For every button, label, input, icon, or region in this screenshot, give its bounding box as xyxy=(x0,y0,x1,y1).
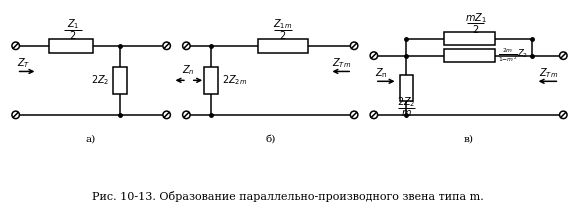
Circle shape xyxy=(370,52,377,59)
Text: $m$: $m$ xyxy=(401,108,412,118)
Bar xyxy=(258,39,308,53)
Bar xyxy=(444,32,495,45)
Text: $Z_n$: $Z_n$ xyxy=(182,64,195,77)
Circle shape xyxy=(163,42,170,50)
Text: $Z_T$: $Z_T$ xyxy=(17,57,30,70)
Text: $Z_{\text{п}}$: $Z_{\text{п}}$ xyxy=(375,66,388,80)
Circle shape xyxy=(12,111,20,119)
Text: $2Z_{2m}$: $2Z_{2m}$ xyxy=(222,73,247,87)
Text: $2$: $2$ xyxy=(279,29,287,41)
Text: б): б) xyxy=(265,135,275,144)
Text: $Z_{Tm}$: $Z_{Tm}$ xyxy=(539,66,559,80)
Bar xyxy=(113,66,127,94)
Text: $mZ_1$: $mZ_1$ xyxy=(464,11,486,25)
Text: $2$: $2$ xyxy=(472,23,479,34)
Text: $Z_{1m}$: $Z_{1m}$ xyxy=(273,18,293,32)
Bar xyxy=(49,39,93,53)
Text: в): в) xyxy=(463,135,474,144)
Text: $\frac{2m}{1{-}m^2}Z_2$: $\frac{2m}{1{-}m^2}Z_2$ xyxy=(498,47,529,64)
Text: а): а) xyxy=(85,135,96,144)
Bar xyxy=(444,49,495,62)
Text: $2Z_2$: $2Z_2$ xyxy=(397,96,415,110)
Text: $Z_{Tm}$: $Z_{Tm}$ xyxy=(332,57,351,70)
Circle shape xyxy=(350,42,358,50)
Text: Рис. 10-13. Образование параллельно-производного звена типа m.: Рис. 10-13. Образование параллельно-прои… xyxy=(92,191,484,202)
Bar xyxy=(399,75,413,101)
Circle shape xyxy=(370,111,377,119)
Circle shape xyxy=(560,52,567,59)
Text: $Z_1$: $Z_1$ xyxy=(67,18,79,32)
Circle shape xyxy=(183,42,190,50)
Bar xyxy=(204,66,218,94)
Circle shape xyxy=(12,42,20,50)
Text: $2Z_2$: $2Z_2$ xyxy=(91,73,110,87)
Circle shape xyxy=(183,111,190,119)
Circle shape xyxy=(560,111,567,119)
Circle shape xyxy=(163,111,170,119)
Circle shape xyxy=(350,111,358,119)
Text: $2$: $2$ xyxy=(69,29,77,41)
